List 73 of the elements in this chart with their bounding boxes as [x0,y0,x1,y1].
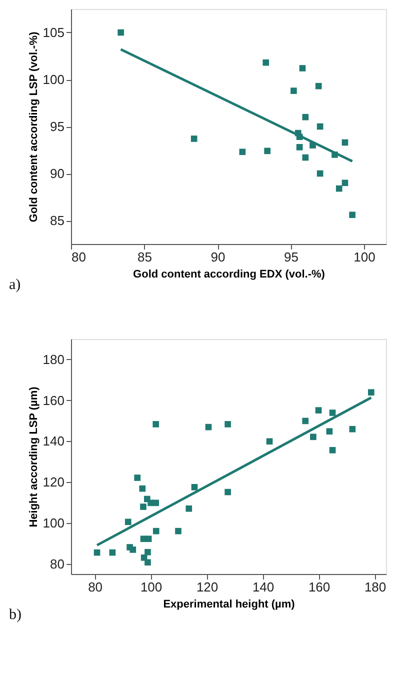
point [349,426,356,432]
x-tick-label: 100 [354,250,376,264]
point [310,434,316,440]
point [130,546,136,553]
point [140,504,146,510]
point [94,549,100,556]
point [134,474,141,481]
y-tick-label: 95 [50,119,64,134]
point [109,549,116,556]
text: b) [9,607,22,623]
x-tick-label: 160 [308,580,330,594]
point [139,485,146,492]
x-axis-title: Gold content according EDX (vol.-%) [133,268,326,280]
point [262,59,270,66]
x-tick-label: 80 [88,580,103,594]
y-tick-label: 100 [42,72,64,87]
y-axis-title: Height according LSP (µm) [28,386,40,528]
point [152,528,160,534]
point [316,170,324,177]
point [349,212,356,218]
point [336,185,342,192]
point [302,418,309,424]
point [144,548,151,556]
point [152,500,160,506]
point [342,180,348,186]
point [145,536,152,542]
point [152,421,160,428]
point [205,424,212,430]
x-tick-label: 100 [140,580,162,594]
point [224,488,231,496]
point [224,421,231,428]
point [264,148,270,154]
x-tick-label: 95 [284,250,298,264]
x-tick-label: 90 [210,250,226,264]
point [329,410,336,416]
point [296,144,303,150]
x-tick-label: 85 [138,250,152,264]
point [299,65,306,72]
x-tick-label: 80 [72,250,86,264]
y-tick-label: 160 [42,392,64,408]
y-tick-label: 105 [42,25,64,40]
y-tick-label: 100 [42,515,64,530]
point [329,447,336,454]
point [144,559,151,566]
point [118,29,124,36]
point [368,389,374,396]
text: a) [9,277,21,293]
point [175,528,182,534]
y-tick-label: 90 [50,166,64,181]
point [302,154,309,161]
point [124,518,132,526]
point [290,88,297,94]
point [315,407,322,414]
y-tick-label: 80 [50,556,64,572]
point [239,148,246,156]
point [342,139,348,146]
point [326,428,333,435]
x-axis-title: Experimental height (µm) [163,598,296,610]
y-tick-label: 85 [50,213,64,228]
point [302,114,309,120]
point [191,484,198,490]
point [315,82,322,90]
x-tick-label: 120 [196,580,218,594]
point [190,136,198,142]
y-tick-label: 180 [42,352,64,367]
y-tick-label: 140 [42,434,64,449]
point [266,438,273,445]
x-tick-label: 140 [252,580,274,594]
y-axis-title: Gold content according LSP (vol.-%) [28,31,40,222]
y-tick-label: 120 [42,474,64,490]
x-tick-label: 180 [364,580,386,594]
point [186,505,192,512]
point [316,123,324,130]
